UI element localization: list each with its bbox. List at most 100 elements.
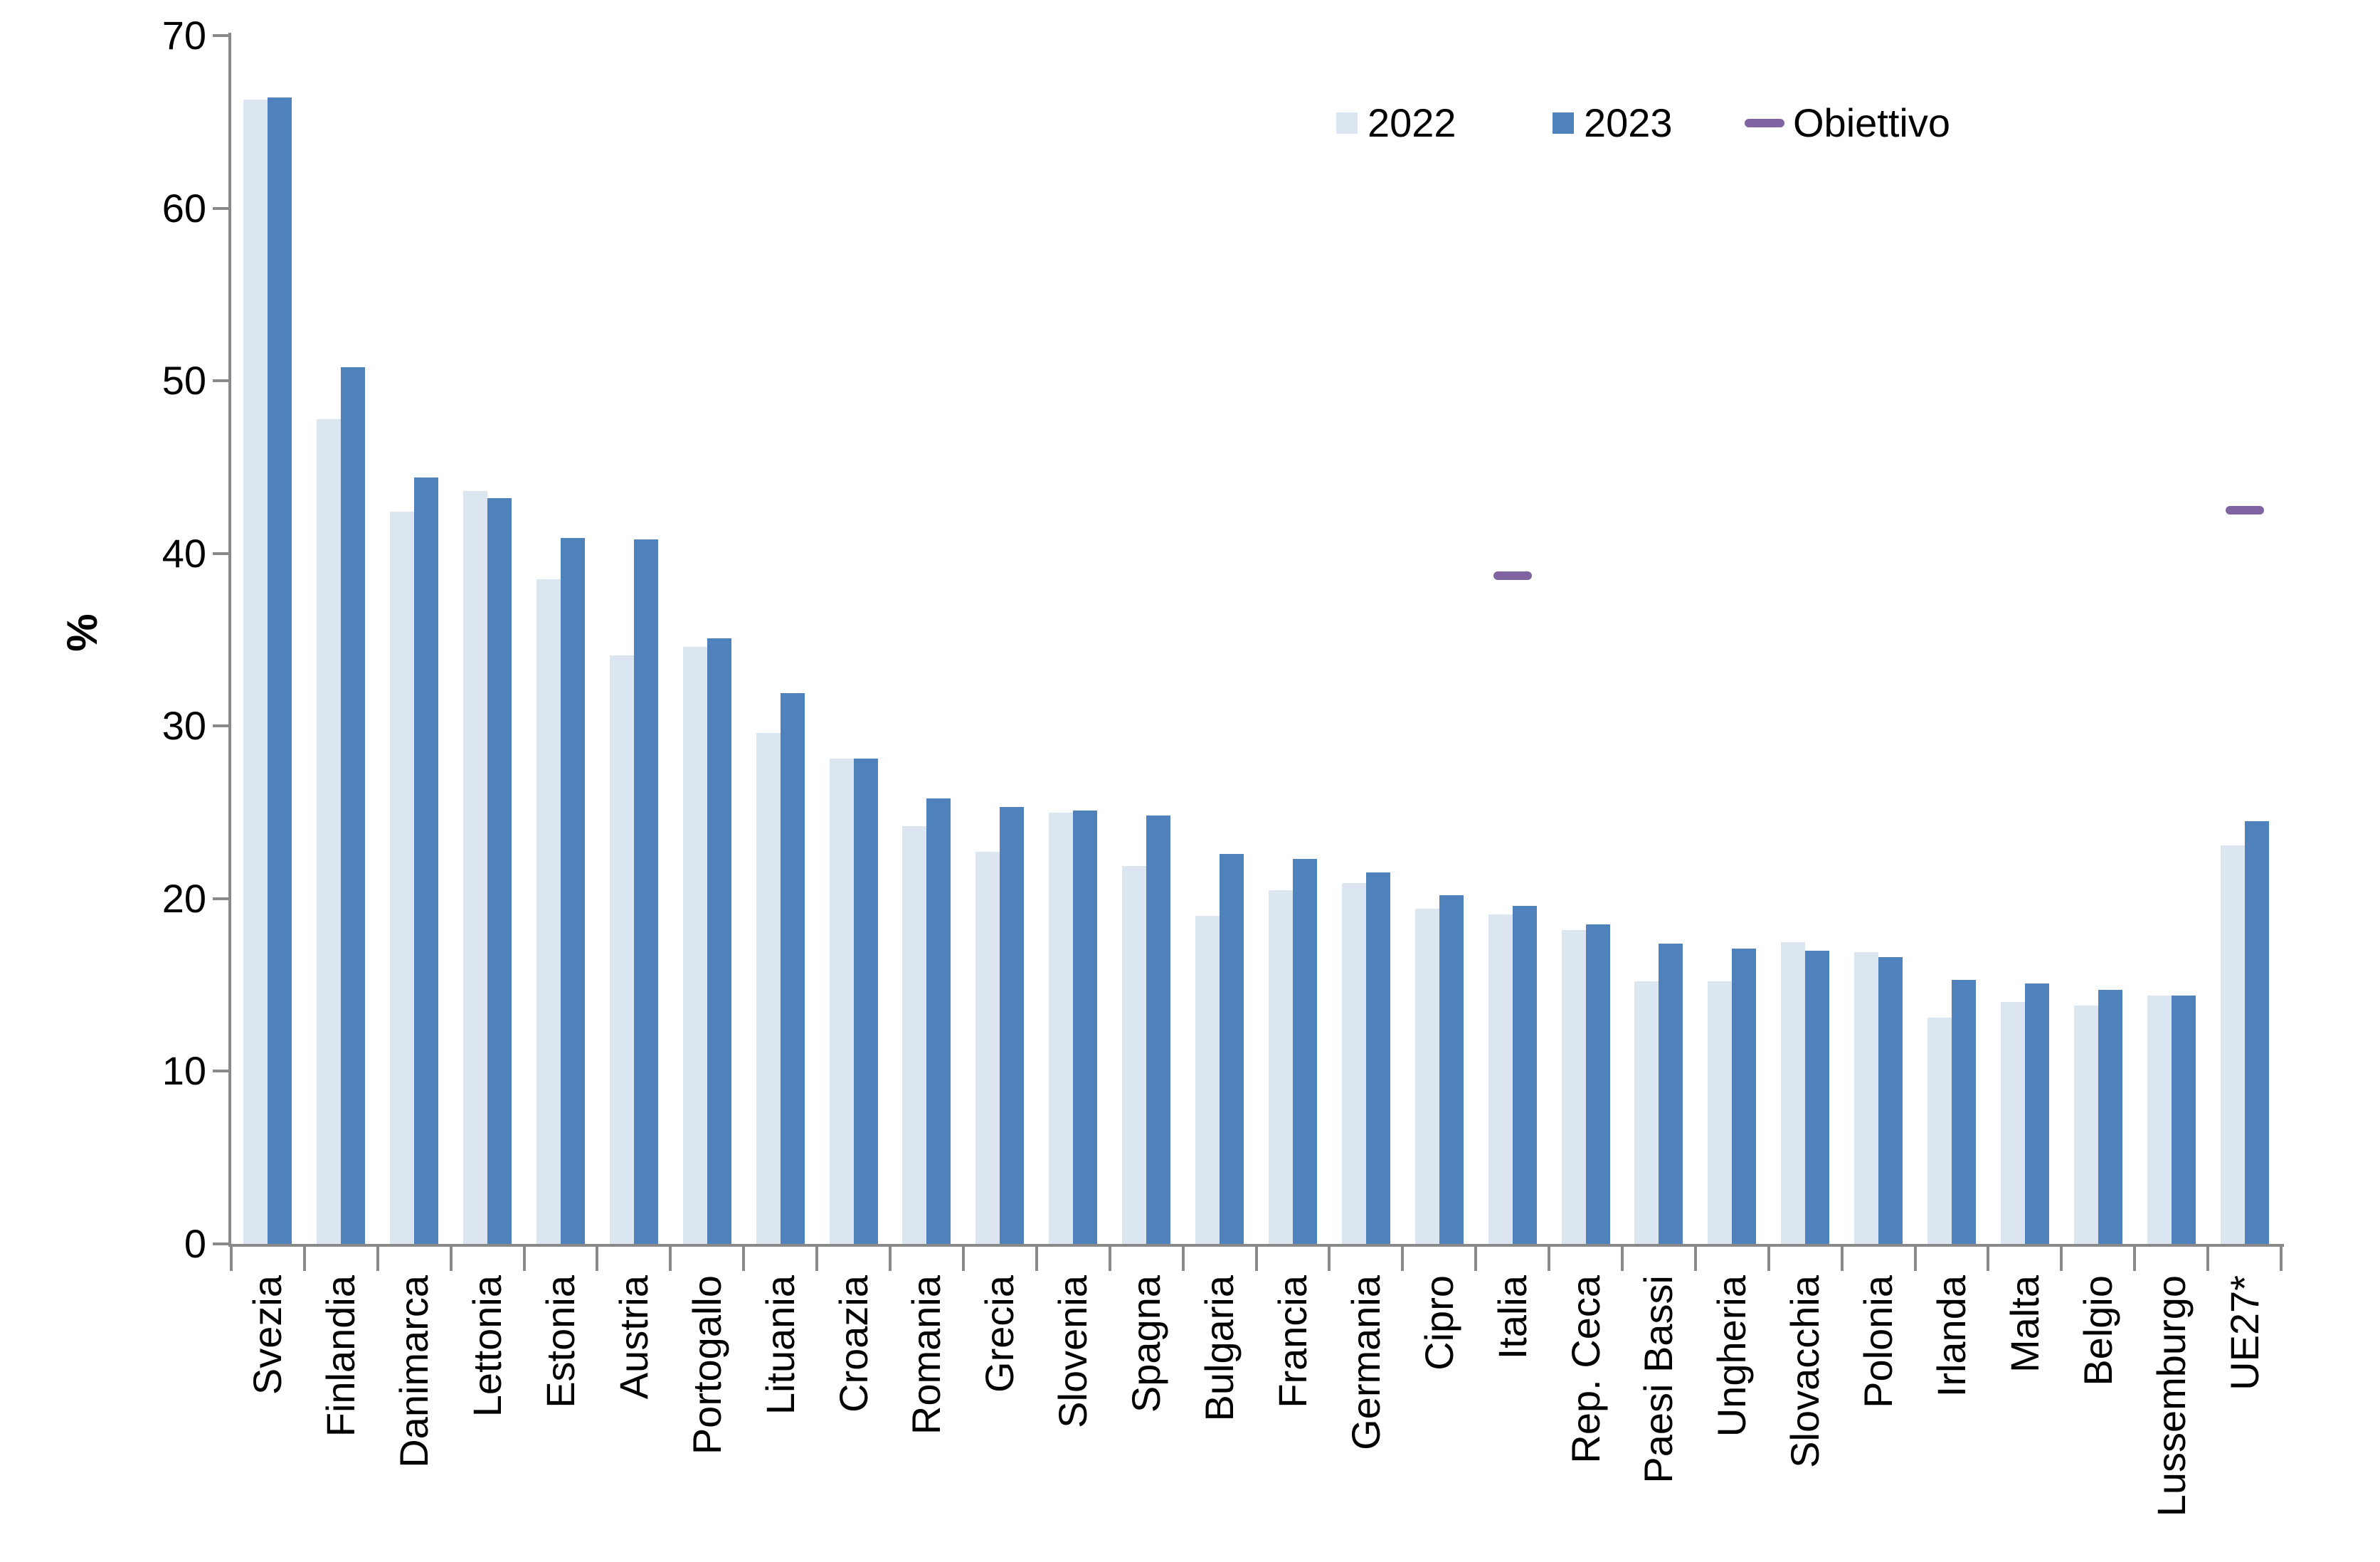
category-label-Finlandia: Finlandia — [318, 1275, 364, 1562]
target-dash-Italia — [1493, 571, 1532, 581]
category-label-text: Grecia — [977, 1275, 1022, 1393]
bar-2022-Ungheria — [1708, 981, 1733, 1244]
bar-2023-Lettonia — [487, 498, 512, 1244]
bar-2023-Svezia — [268, 97, 292, 1244]
x-axis-tick — [1181, 1244, 1185, 1271]
bar-2023-Germania — [1365, 872, 1390, 1244]
category-label-Lettonia: Lettonia — [465, 1275, 510, 1562]
y-axis-tick-label: 70 — [162, 13, 206, 58]
y-axis-tick-label: 60 — [162, 185, 206, 231]
category-label-text: Cipro — [1416, 1275, 1461, 1371]
category-label-Ungheria: Ungheria — [1709, 1275, 1755, 1562]
category-label-Bulgaria: Bulgaria — [1197, 1275, 1242, 1562]
bar-2023-Spagna — [1146, 816, 1171, 1244]
bar-2022-Romania — [902, 825, 927, 1244]
bar-2023-Slovenia — [1073, 811, 1098, 1244]
category-label-Rep. Ceca: Rep. Ceca — [1563, 1275, 1608, 1562]
legend-item-2023: 2023 — [1553, 102, 1673, 144]
x-axis-tick — [522, 1244, 526, 1271]
x-axis-tick — [449, 1244, 453, 1271]
category-label-Slovacchia: Slovacchia — [1782, 1275, 1828, 1562]
y-axis-tick-label: 20 — [162, 875, 206, 921]
bar-2023-Danimarca — [414, 477, 439, 1244]
bar-2022-Svezia — [243, 99, 268, 1244]
y-axis-tick — [213, 897, 231, 900]
x-axis-tick — [302, 1244, 306, 1271]
category-label-text: Belgio — [2075, 1275, 2120, 1386]
category-label-text: Lituania — [757, 1275, 803, 1415]
y-axis-tick-label: 40 — [162, 530, 206, 576]
category-label-Spagna: Spagna — [1123, 1275, 1168, 1562]
x-axis-tick — [596, 1244, 599, 1271]
category-label-text: Lussemburgo — [2148, 1275, 2194, 1517]
target-dash-UE27* — [2225, 506, 2264, 515]
bar-2023-Romania — [926, 798, 951, 1244]
category-label-text: Finlandia — [318, 1275, 364, 1437]
bar-2022-Irlanda — [1927, 1018, 1952, 1244]
bar-2022-Polonia — [1854, 952, 1879, 1244]
bar-2023-Belgio — [2098, 990, 2122, 1244]
bar-2023-Finlandia — [341, 366, 366, 1244]
category-label-Svezia: Svezia — [245, 1275, 290, 1562]
bar-2023-Lituania — [780, 693, 805, 1244]
bar-2023-UE27* — [2244, 820, 2269, 1244]
category-label-Portogallo: Portogallo — [684, 1275, 729, 1562]
legend-swatch-2023 — [1553, 112, 1574, 134]
y-axis-tick-label: 0 — [184, 1221, 206, 1266]
bar-2022-Germania — [1341, 883, 1366, 1244]
bar-2023-Lussemburgo — [2171, 995, 2196, 1244]
bar-2022-Spagna — [1122, 865, 1147, 1244]
legend-target-dash-icon — [1745, 119, 1784, 127]
legend-label-obiettivo: Obiettivo — [1793, 100, 1950, 145]
x-axis-tick — [742, 1244, 746, 1271]
y-axis-tick — [213, 1070, 231, 1073]
y-axis-title: % — [58, 613, 106, 652]
x-axis-tick — [1693, 1244, 1697, 1271]
bar-2023-Irlanda — [1951, 979, 1976, 1244]
x-axis-tick — [376, 1244, 379, 1271]
y-axis-tick — [213, 379, 231, 383]
category-label-text: Ungheria — [1709, 1275, 1755, 1437]
category-label-Croazia: Croazia — [831, 1275, 876, 1562]
bar-2023-Polonia — [1878, 957, 1903, 1244]
category-label-text: Polonia — [1856, 1275, 1901, 1408]
category-label-Italia: Italia — [1490, 1275, 1535, 1562]
bar-2022-UE27* — [2220, 845, 2245, 1244]
x-axis-tick — [1767, 1244, 1770, 1271]
bar-2023-Paesi Bassi — [1659, 943, 1683, 1244]
bar-2022-Lituania — [756, 732, 781, 1244]
bar-2023-Malta — [2024, 983, 2049, 1244]
bar-2023-Croazia — [853, 759, 878, 1244]
category-label-text: Lettonia — [465, 1275, 510, 1418]
category-label-Francia: Francia — [1270, 1275, 1315, 1562]
x-axis-tick — [2280, 1244, 2283, 1271]
bar-2022-Portogallo — [682, 646, 707, 1244]
category-label-text: UE27* — [2221, 1275, 2267, 1391]
bar-2023-Cipro — [1439, 895, 1464, 1244]
category-label-text: Estonia — [538, 1275, 583, 1408]
x-axis-tick — [1913, 1244, 1917, 1271]
category-label-Estonia: Estonia — [538, 1275, 583, 1562]
x-axis-tick — [815, 1244, 819, 1271]
bar-2022-Grecia — [975, 852, 1000, 1244]
bar-2022-Paesi Bassi — [1634, 981, 1659, 1244]
category-label-UE27*: UE27* — [2221, 1275, 2267, 1562]
x-axis-tick — [1254, 1244, 1258, 1271]
legend-swatch-2022 — [1336, 112, 1358, 134]
category-label-text: Slovenia — [1050, 1275, 1096, 1428]
y-axis-tick — [213, 34, 231, 37]
bar-2022-Malta — [2000, 1002, 2025, 1244]
x-axis-tick — [1620, 1244, 1624, 1271]
legend-item-obiettivo: Obiettivo — [1745, 102, 1950, 144]
category-label-Slovenia: Slovenia — [1050, 1275, 1096, 1562]
x-axis-tick — [2206, 1244, 2210, 1271]
bar-2023-Italia — [1512, 905, 1537, 1244]
bar-2023-Ungheria — [1732, 949, 1757, 1244]
bar-2022-Belgio — [2073, 1006, 2098, 1244]
y-axis-tick — [213, 724, 231, 728]
bar-2023-Francia — [1292, 859, 1317, 1244]
category-label-text: Slovacchia — [1782, 1275, 1828, 1468]
y-axis-tick — [213, 206, 231, 210]
bar-2022-Finlandia — [317, 418, 342, 1244]
